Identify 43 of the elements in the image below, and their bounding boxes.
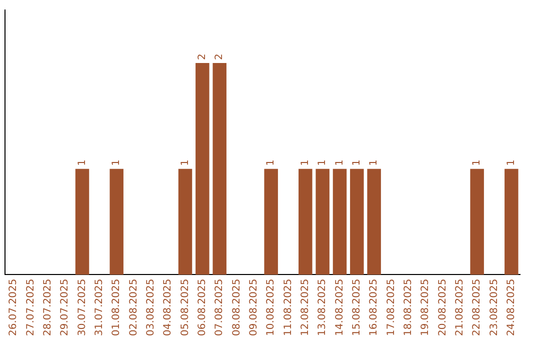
x-tick-label: 28.07.2025 <box>42 278 54 336</box>
data-label: 2 <box>197 54 208 60</box>
data-label: 1 <box>180 159 191 166</box>
x-tick-label: 03.08.2025 <box>146 278 157 336</box>
x-tick-label: 26.07.2025 <box>8 278 20 336</box>
x-tick-label: 07.08.2025 <box>214 278 226 336</box>
x-tick-label: 19.08.2025 <box>420 278 432 336</box>
x-tick-label: 05.08.2025 <box>180 278 191 336</box>
data-label: 1 <box>266 159 277 166</box>
x-tick-label: 21.08.2025 <box>454 278 466 336</box>
x-tick-label: 11.08.2025 <box>282 278 294 336</box>
x-tick-label: 27.07.2025 <box>25 278 36 336</box>
data-label: 1 <box>334 159 346 166</box>
data-label: 2 <box>214 54 226 60</box>
data-label: 1 <box>506 159 518 166</box>
data-label: 1 <box>352 159 363 166</box>
data-label: 1 <box>76 159 88 166</box>
x-tick-label: 10.08.2025 <box>266 278 277 336</box>
data-label: 1 <box>300 159 312 166</box>
data-label: 1 <box>317 159 328 166</box>
x-tick-label: 12.08.2025 <box>300 278 312 336</box>
x-tick-label: 31.07.2025 <box>94 278 106 336</box>
x-tick-label: 14.08.2025 <box>334 278 346 336</box>
x-tick-label: 08.08.2025 <box>231 278 242 336</box>
x-tick-label: 02.08.2025 <box>128 278 140 336</box>
data-label: 1 <box>111 159 122 166</box>
data-label: 1 <box>368 159 380 166</box>
x-tick-label: 06.08.2025 <box>197 278 208 336</box>
x-tick-label: 17.08.2025 <box>386 278 397 336</box>
x-tick-label: 23.08.2025 <box>488 278 500 336</box>
x-tick-label: 01.08.2025 <box>111 278 122 336</box>
x-tick-label: 04.08.2025 <box>162 278 174 336</box>
x-tick-label: 13.08.2025 <box>317 278 328 336</box>
x-tick-label: 15.08.2025 <box>352 278 363 336</box>
x-tick-label: 29.07.2025 <box>60 278 71 336</box>
x-tick-label: 30.07.2025 <box>76 278 88 336</box>
x-tick-label: 20.08.2025 <box>437 278 448 336</box>
x-tick-label: 16.08.2025 <box>368 278 380 336</box>
x-tick-label: 09.08.2025 <box>248 278 260 336</box>
x-tick-label: 18.08.2025 <box>403 278 414 336</box>
x-tick-label: 22.08.2025 <box>472 278 483 336</box>
x-tick-label: 24.08.2025 <box>506 278 518 336</box>
data-label: 1 <box>472 159 483 166</box>
